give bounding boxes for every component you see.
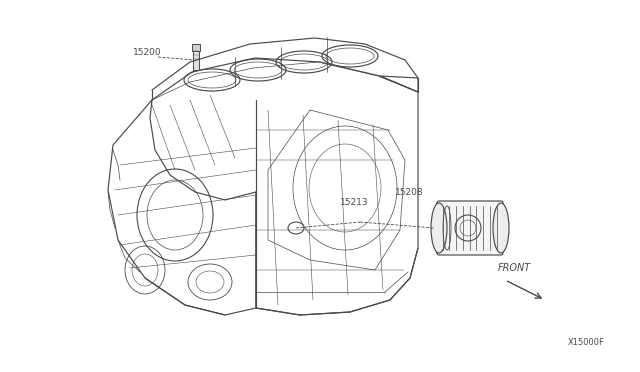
Text: FRONT: FRONT xyxy=(498,263,531,273)
Text: 15200: 15200 xyxy=(133,48,162,57)
Text: 15208: 15208 xyxy=(395,187,424,196)
FancyBboxPatch shape xyxy=(437,201,503,255)
Ellipse shape xyxy=(493,203,509,253)
Text: 15213: 15213 xyxy=(340,198,369,206)
Bar xyxy=(193,50,199,70)
Bar xyxy=(192,44,200,51)
Text: X15000F: X15000F xyxy=(568,338,605,347)
Ellipse shape xyxy=(431,203,447,253)
